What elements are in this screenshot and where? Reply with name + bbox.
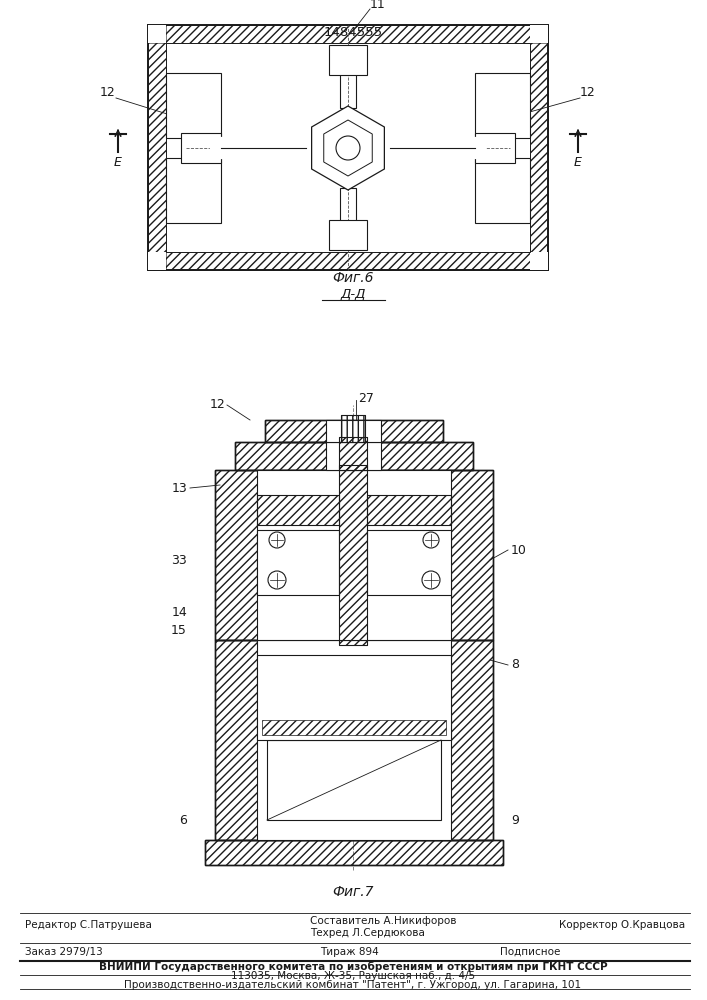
Bar xyxy=(181,133,221,163)
Text: Редактор С.Патрушева: Редактор С.Патрушева xyxy=(25,920,152,930)
Bar xyxy=(265,420,443,442)
Text: 8: 8 xyxy=(511,658,519,672)
Bar xyxy=(257,495,339,525)
Bar xyxy=(340,50,356,108)
Circle shape xyxy=(422,571,440,589)
Bar xyxy=(475,158,530,223)
Bar xyxy=(326,420,381,442)
Text: Составитель А.Никифоров: Составитель А.Никифоров xyxy=(310,916,457,926)
Text: Тираж 894: Тираж 894 xyxy=(320,947,379,957)
Text: 27: 27 xyxy=(358,391,374,404)
Bar xyxy=(205,840,503,865)
Bar xyxy=(257,655,451,740)
Text: Подписное: Подписное xyxy=(500,947,561,957)
Bar xyxy=(148,25,548,43)
Bar xyxy=(148,25,166,43)
Text: 12: 12 xyxy=(100,87,116,100)
Polygon shape xyxy=(324,120,373,176)
Text: 1484555: 1484555 xyxy=(323,25,382,38)
Bar xyxy=(367,530,451,595)
Bar xyxy=(215,470,493,640)
Bar xyxy=(215,640,493,840)
Text: Техред Л.Сердюкова: Техред Л.Сердюкова xyxy=(310,928,425,938)
Bar xyxy=(341,415,365,442)
Bar xyxy=(530,252,548,270)
Text: 15: 15 xyxy=(171,624,187,637)
Bar xyxy=(530,25,548,43)
Bar xyxy=(326,442,381,470)
Circle shape xyxy=(423,532,439,548)
Bar xyxy=(329,220,367,250)
Text: Д-Д: Д-Д xyxy=(340,288,366,300)
Text: 33: 33 xyxy=(171,554,187,566)
Circle shape xyxy=(269,532,285,548)
Bar xyxy=(257,470,451,640)
Bar xyxy=(166,158,221,223)
Bar xyxy=(267,740,441,820)
Bar xyxy=(166,43,530,252)
Bar xyxy=(339,465,367,645)
Text: 13: 13 xyxy=(171,482,187,494)
Bar xyxy=(262,720,446,735)
Bar xyxy=(339,437,367,470)
Bar xyxy=(235,442,473,470)
Bar xyxy=(265,420,443,442)
Text: Производственно-издательский комбинат "Патент", г. Ужгород, ул. Гагарина, 101: Производственно-издательский комбинат "П… xyxy=(124,980,582,990)
Bar xyxy=(215,640,493,840)
Bar xyxy=(148,252,166,270)
Bar xyxy=(205,840,503,865)
Bar xyxy=(148,252,548,270)
Bar xyxy=(148,25,166,270)
Bar xyxy=(148,25,548,270)
Text: 12: 12 xyxy=(209,398,225,412)
Text: E: E xyxy=(114,155,122,168)
Text: 27: 27 xyxy=(322,84,338,97)
Bar xyxy=(257,495,339,525)
Text: 12: 12 xyxy=(580,87,596,100)
Circle shape xyxy=(336,136,360,160)
Text: Фиг.7: Фиг.7 xyxy=(332,885,374,899)
Bar xyxy=(339,437,367,470)
Bar xyxy=(257,530,339,595)
Text: ВНИИПИ Государственного комитета по изобретениям и открытиям при ГКНТ СССР: ВНИИПИ Государственного комитета по изоб… xyxy=(99,962,607,972)
Bar xyxy=(367,495,451,525)
Bar xyxy=(166,73,221,138)
Text: Корректор О.Кравцова: Корректор О.Кравцова xyxy=(559,920,685,930)
Bar xyxy=(475,73,530,138)
Text: Заказ 2979/13: Заказ 2979/13 xyxy=(25,947,103,957)
Text: E: E xyxy=(574,155,582,168)
Text: 6: 6 xyxy=(179,814,187,826)
Text: 11: 11 xyxy=(370,0,386,11)
Bar xyxy=(235,442,473,470)
Bar xyxy=(341,415,365,442)
Text: Вид Г: Вид Г xyxy=(333,43,373,57)
Bar xyxy=(257,640,451,840)
Bar xyxy=(475,133,515,163)
Bar xyxy=(329,45,367,75)
Text: 113035, Москва, Ж-35, Раушская наб., д. 4/5: 113035, Москва, Ж-35, Раушская наб., д. … xyxy=(231,971,475,981)
Bar xyxy=(215,470,493,640)
Bar xyxy=(339,465,367,645)
Text: 14: 14 xyxy=(171,605,187,618)
Text: Фиг.6: Фиг.6 xyxy=(332,271,374,285)
Text: 9: 9 xyxy=(511,814,519,826)
Bar xyxy=(530,25,548,270)
Polygon shape xyxy=(312,106,385,190)
Circle shape xyxy=(268,571,286,589)
Text: 10: 10 xyxy=(511,544,527,556)
Bar xyxy=(367,495,451,525)
Bar xyxy=(340,188,356,247)
